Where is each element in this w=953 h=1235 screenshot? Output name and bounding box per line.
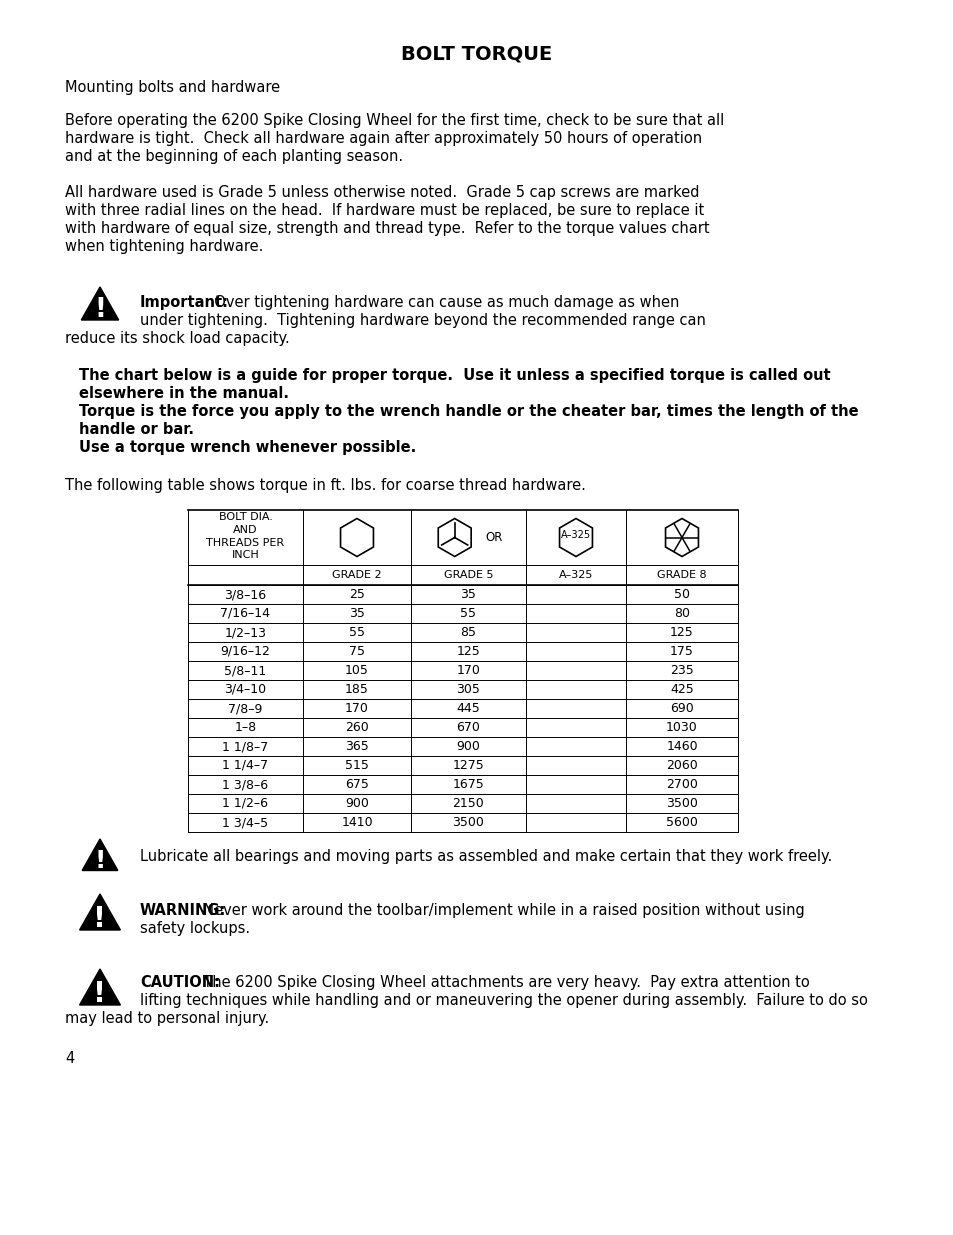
Text: 690: 690: [669, 701, 693, 715]
Text: 1–8: 1–8: [234, 721, 256, 734]
Text: Never work around the toolbar/implement while in a raised position without using: Never work around the toolbar/implement …: [194, 903, 804, 918]
Text: 900: 900: [345, 797, 369, 810]
Text: All hardware used is Grade 5 unless otherwise noted.  Grade 5 cap screws are mar: All hardware used is Grade 5 unless othe…: [65, 185, 699, 200]
Text: 185: 185: [345, 683, 369, 697]
Text: 4: 4: [65, 1051, 74, 1066]
Text: 1030: 1030: [665, 721, 698, 734]
Text: A–325: A–325: [558, 571, 593, 580]
Polygon shape: [437, 519, 471, 557]
Text: 80: 80: [673, 606, 689, 620]
Text: 365: 365: [345, 740, 369, 753]
Text: Use a torque wrench whenever possible.: Use a torque wrench whenever possible.: [79, 440, 416, 454]
Text: WARNING:: WARNING:: [140, 903, 226, 918]
Text: safety lockups.: safety lockups.: [140, 921, 250, 936]
Text: Over tightening hardware can cause as much damage as when: Over tightening hardware can cause as mu…: [205, 295, 679, 310]
Text: 25: 25: [349, 588, 365, 601]
Text: BOLT DIA.
AND
THREADS PER
INCH: BOLT DIA. AND THREADS PER INCH: [206, 513, 284, 561]
Text: hardware is tight.  Check all hardware again after approximately 50 hours of ope: hardware is tight. Check all hardware ag…: [65, 131, 701, 146]
Text: !: !: [94, 848, 106, 873]
Text: 2700: 2700: [665, 778, 698, 790]
Text: 85: 85: [460, 626, 476, 638]
Text: Mounting bolts and hardware: Mounting bolts and hardware: [65, 80, 280, 95]
Text: may lead to personal injury.: may lead to personal injury.: [65, 1011, 269, 1026]
Text: 55: 55: [349, 626, 365, 638]
Polygon shape: [79, 969, 120, 1005]
Polygon shape: [665, 519, 698, 557]
Text: 1 3/4–5: 1 3/4–5: [222, 816, 269, 829]
Text: 1 1/4–7: 1 1/4–7: [222, 760, 269, 772]
Text: 9/16–12: 9/16–12: [220, 645, 270, 658]
Text: 900: 900: [456, 740, 480, 753]
Text: when tightening hardware.: when tightening hardware.: [65, 240, 263, 254]
Text: CAUTION:: CAUTION:: [140, 974, 220, 990]
Text: 5600: 5600: [665, 816, 698, 829]
Text: 2150: 2150: [452, 797, 484, 810]
Text: 675: 675: [345, 778, 369, 790]
Text: 1 1/8–7: 1 1/8–7: [222, 740, 269, 753]
Text: 125: 125: [669, 626, 693, 638]
Text: The 6200 Spike Closing Wheel attachments are very heavy.  Pay extra attention to: The 6200 Spike Closing Wheel attachments…: [194, 974, 809, 990]
Text: 1 3/8–6: 1 3/8–6: [222, 778, 269, 790]
Text: 7/16–14: 7/16–14: [220, 606, 271, 620]
Text: 3/4–10: 3/4–10: [224, 683, 266, 697]
Text: 1275: 1275: [452, 760, 484, 772]
Text: 445: 445: [456, 701, 480, 715]
Text: 1460: 1460: [665, 740, 697, 753]
Text: GRADE 2: GRADE 2: [332, 571, 381, 580]
Text: !: !: [94, 298, 106, 324]
Text: OR: OR: [485, 531, 502, 543]
Polygon shape: [340, 519, 373, 557]
Text: 175: 175: [669, 645, 693, 658]
Polygon shape: [82, 839, 118, 871]
Text: 305: 305: [456, 683, 480, 697]
Text: 7/8–9: 7/8–9: [228, 701, 262, 715]
Text: 50: 50: [673, 588, 689, 601]
Text: 260: 260: [345, 721, 369, 734]
Text: 75: 75: [349, 645, 365, 658]
Text: 170: 170: [345, 701, 369, 715]
Text: 125: 125: [456, 645, 480, 658]
Text: The chart below is a guide for proper torque.  Use it unless a specified torque : The chart below is a guide for proper to…: [79, 368, 830, 383]
Text: 425: 425: [669, 683, 693, 697]
Text: Lubricate all bearings and moving parts as assembled and make certain that they : Lubricate all bearings and moving parts …: [140, 848, 831, 864]
Text: 1 1/2–6: 1 1/2–6: [222, 797, 268, 810]
Text: Torque is the force you apply to the wrench handle or the cheater bar, times the: Torque is the force you apply to the wre…: [79, 404, 858, 419]
Text: 670: 670: [456, 721, 480, 734]
Text: under tightening.  Tightening hardware beyond the recommended range can: under tightening. Tightening hardware be…: [140, 312, 705, 329]
Text: 235: 235: [669, 664, 693, 677]
Polygon shape: [559, 519, 592, 557]
Polygon shape: [81, 287, 118, 320]
Text: 35: 35: [349, 606, 365, 620]
Text: 2060: 2060: [665, 760, 698, 772]
Text: 1675: 1675: [452, 778, 484, 790]
Text: with three radial lines on the head.  If hardware must be replaced, be sure to r: with three radial lines on the head. If …: [65, 203, 703, 219]
Text: 1/2–13: 1/2–13: [224, 626, 266, 638]
Text: 5/8–11: 5/8–11: [224, 664, 266, 677]
Text: 35: 35: [460, 588, 476, 601]
Text: Important:: Important:: [140, 295, 229, 310]
Text: Before operating the 6200 Spike Closing Wheel for the first time, check to be su: Before operating the 6200 Spike Closing …: [65, 112, 723, 128]
Text: 3/8–16: 3/8–16: [224, 588, 266, 601]
Text: elsewhere in the manual.: elsewhere in the manual.: [79, 387, 289, 401]
Text: A–325: A–325: [560, 530, 591, 540]
Text: 55: 55: [460, 606, 476, 620]
Text: handle or bar.: handle or bar.: [79, 422, 193, 437]
Text: GRADE 5: GRADE 5: [443, 571, 493, 580]
Text: !: !: [93, 981, 107, 1008]
Polygon shape: [79, 894, 120, 930]
Text: lifting techniques while handling and or maneuvering the opener during assembly.: lifting techniques while handling and or…: [140, 993, 867, 1008]
Text: 515: 515: [345, 760, 369, 772]
Text: The following table shows torque in ft. lbs. for coarse thread hardware.: The following table shows torque in ft. …: [65, 478, 585, 493]
Text: 105: 105: [345, 664, 369, 677]
Text: 170: 170: [456, 664, 480, 677]
Text: !: !: [93, 905, 107, 934]
Text: BOLT TORQUE: BOLT TORQUE: [401, 44, 552, 63]
Text: and at the beginning of each planting season.: and at the beginning of each planting se…: [65, 149, 403, 164]
Text: GRADE 8: GRADE 8: [657, 571, 706, 580]
Text: reduce its shock load capacity.: reduce its shock load capacity.: [65, 331, 290, 346]
Text: 3500: 3500: [452, 816, 484, 829]
Text: with hardware of equal size, strength and thread type.  Refer to the torque valu: with hardware of equal size, strength an…: [65, 221, 709, 236]
Text: 1410: 1410: [341, 816, 373, 829]
Text: 3500: 3500: [665, 797, 698, 810]
